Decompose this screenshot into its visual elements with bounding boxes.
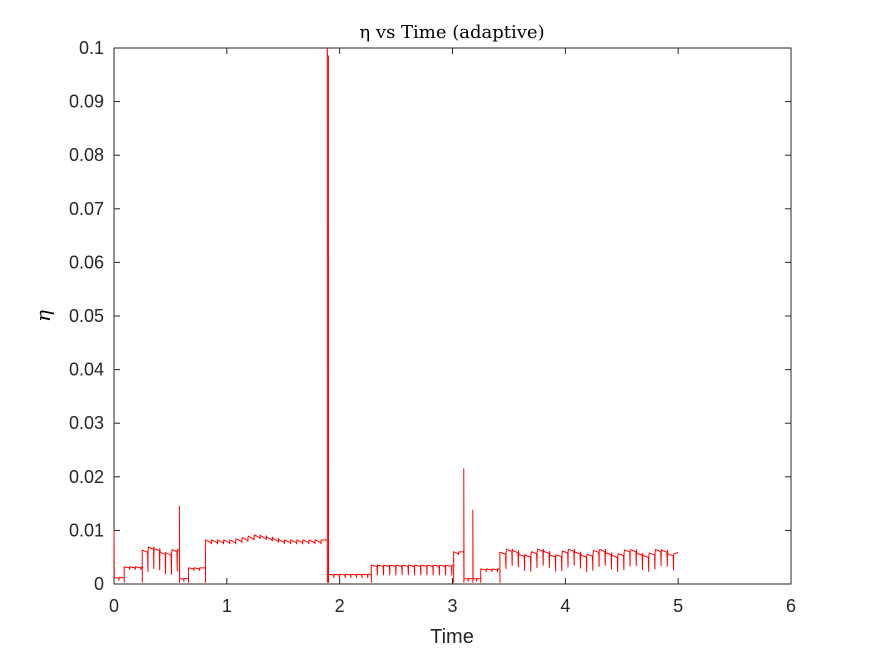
x-tick-label: 0 [109,596,119,616]
x-tick-label: 3 [447,596,457,616]
series-line-0 [113,47,679,583]
series-layer [113,47,679,583]
y-tick-label: 0.08 [69,145,104,165]
y-tick-label: 0.06 [69,252,104,272]
x-tick-label: 1 [222,596,232,616]
y-tick-label: 0.02 [69,467,104,487]
y-tick-label: 0 [94,574,104,594]
y-tick-label: 0.05 [69,306,104,326]
y-tick-label: 0.01 [69,520,104,540]
y-tick-label: 0.09 [69,92,104,112]
x-axis-ticks: 0 1 2 3 4 5 6 [109,48,796,616]
chart-title: η vs Time (adaptive) [359,22,544,43]
x-tick-label: 6 [786,596,796,616]
x-axis-label: Time [430,626,474,648]
y-tick-label: 0.07 [69,199,104,219]
x-tick-label: 2 [335,596,345,616]
y-axis-label: η [31,310,55,322]
y-tick-label: 0.04 [69,360,104,380]
y-tick-label: 0.1 [79,38,104,58]
plot-frame [113,47,792,585]
x-tick-label: 4 [560,596,570,616]
y-tick-label: 0.03 [69,413,104,433]
y-axis-ticks: 0 0.01 0.02 0.03 0.04 0.05 0.06 0.07 0.08 0.09 0.1 [69,38,791,594]
x-tick-label: 5 [673,596,683,616]
